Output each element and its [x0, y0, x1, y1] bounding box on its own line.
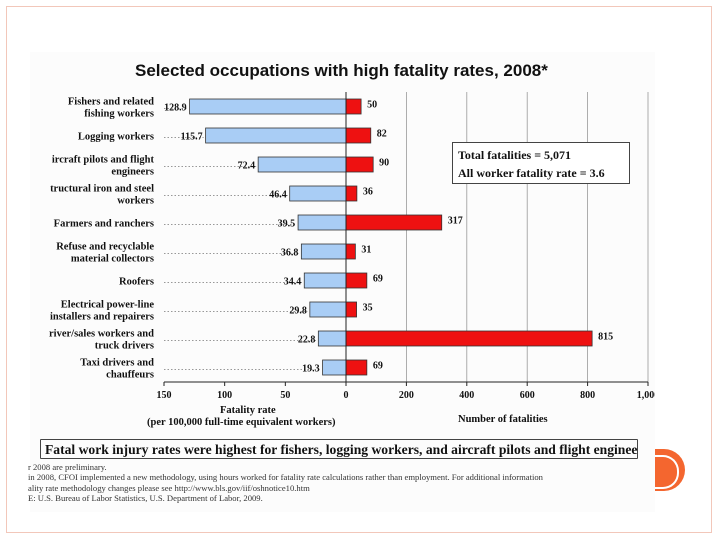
category-label: workers — [117, 196, 154, 207]
right-axis-title: Number of fatalities — [458, 414, 548, 425]
category-label: material collectors — [71, 254, 154, 265]
note-line: in 2008, CFOI implemented a new methodol… — [28, 472, 543, 483]
rate-value-label: 22.8 — [298, 335, 316, 346]
rate-bar — [322, 359, 347, 376]
rate-value-label: 46.4 — [269, 190, 287, 201]
chart-summary: Fatal work injury rates were highest for… — [40, 439, 638, 459]
all-worker-rate-text: All worker fatality rate = 3.6 — [458, 166, 605, 180]
category-label: Farmers and ranchers — [54, 219, 154, 230]
category-label: chauffeurs — [106, 370, 154, 381]
left-axis-tick-label: 150 — [157, 390, 172, 401]
fatalities-value-label: 815 — [598, 332, 613, 343]
category-label: Electrical power-line — [61, 300, 155, 311]
category-label: Refuse and recyclable — [56, 242, 154, 253]
category-label: ircraft pilots and flight — [52, 155, 155, 166]
note-line: ality rate methodology changes please se… — [28, 482, 310, 493]
fatalities-bar — [345, 243, 356, 260]
rate-bar — [300, 243, 347, 260]
note-line: E: U.S. Bureau of Labor Statistics, U.S.… — [28, 493, 263, 504]
rate-bar — [289, 185, 347, 202]
fatalities-value-label: 90 — [379, 158, 389, 169]
rate-bar — [317, 330, 347, 347]
left-axis-title: Fatality rate — [220, 405, 276, 416]
fatalities-bar — [345, 301, 357, 318]
rate-value-label: 29.8 — [289, 306, 307, 317]
rate-value-label: 72.4 — [238, 161, 256, 172]
rate-value-label: 19.3 — [302, 364, 320, 375]
total-fatalities-text: Total fatalities = 5,071 — [458, 148, 572, 162]
slide-frame — [6, 6, 712, 533]
category-label: river/sales workers and — [49, 329, 154, 340]
fatalities-value-label: 36 — [363, 187, 373, 198]
right-axis-tick-label: 200 — [399, 390, 414, 401]
fatalities-bar — [345, 98, 362, 115]
rate-value-label: 115.7 — [181, 132, 203, 143]
left-axis-tick-label: 0 — [344, 390, 349, 401]
right-axis-tick-label: 1,000 — [637, 390, 655, 401]
category-label: Fishers and related — [68, 97, 154, 108]
category-label: fishing workers — [84, 109, 154, 120]
category-label: Logging workers — [78, 132, 154, 143]
fatalities-value-label: 82 — [377, 129, 387, 140]
rate-bar — [309, 301, 347, 318]
category-label: engineers — [111, 167, 154, 178]
rate-bar — [257, 156, 347, 173]
totals-box: Total fatalities = 5,071 All worker fata… — [452, 142, 630, 184]
chart-image: Selected occupations with high fatality … — [28, 52, 655, 512]
chart-title: Selected occupations with high fatality … — [135, 61, 548, 80]
rate-value-label: 36.8 — [281, 248, 299, 259]
rate-bar — [303, 272, 347, 289]
rate-value-label: 34.4 — [284, 277, 302, 288]
fatalities-value-label: 317 — [448, 216, 463, 227]
left-axis-subtitle: (per 100,000 full-time equivalent worker… — [147, 417, 336, 428]
fatalities-bar — [345, 185, 358, 202]
rate-value-label: 39.5 — [278, 219, 296, 230]
category-label: Roofers — [119, 277, 154, 288]
rate-bar — [205, 127, 347, 144]
fatalities-bar — [345, 127, 372, 144]
rate-bar — [189, 98, 347, 115]
fatalities-value-label: 69 — [373, 361, 383, 372]
category-label: truck drivers — [95, 341, 154, 352]
fatality-chart: Selected occupations with high fatality … — [49, 61, 655, 428]
fatalities-bar — [345, 359, 368, 376]
rate-bar — [297, 214, 347, 231]
fatalities-bar — [345, 272, 368, 289]
category-label: tructural iron and steel — [50, 184, 154, 195]
left-axis-tick-label: 100 — [217, 390, 232, 401]
fatalities-value-label: 50 — [367, 100, 377, 111]
fatalities-bar — [345, 214, 443, 231]
left-axis-tick-label: 50 — [280, 390, 290, 401]
category-label: installers and repairers — [50, 312, 154, 323]
category-label: Taxi drivers and — [80, 358, 154, 369]
fatalities-value-label: 31 — [361, 245, 371, 256]
fatalities-value-label: 69 — [373, 274, 383, 285]
note-line: r 2008 are preliminary. — [28, 462, 107, 472]
fatalities-value-label: 35 — [363, 303, 373, 314]
chart-notes: r 2008 are preliminary. in 2008, CFOI im… — [28, 462, 628, 504]
fatalities-bar — [345, 156, 374, 173]
fatalities-bar — [345, 330, 593, 347]
right-axis-tick-label: 800 — [580, 390, 595, 401]
rate-value-label: 128.9 — [164, 103, 187, 114]
right-axis-tick-label: 600 — [520, 390, 535, 401]
right-axis-tick-label: 400 — [459, 390, 474, 401]
